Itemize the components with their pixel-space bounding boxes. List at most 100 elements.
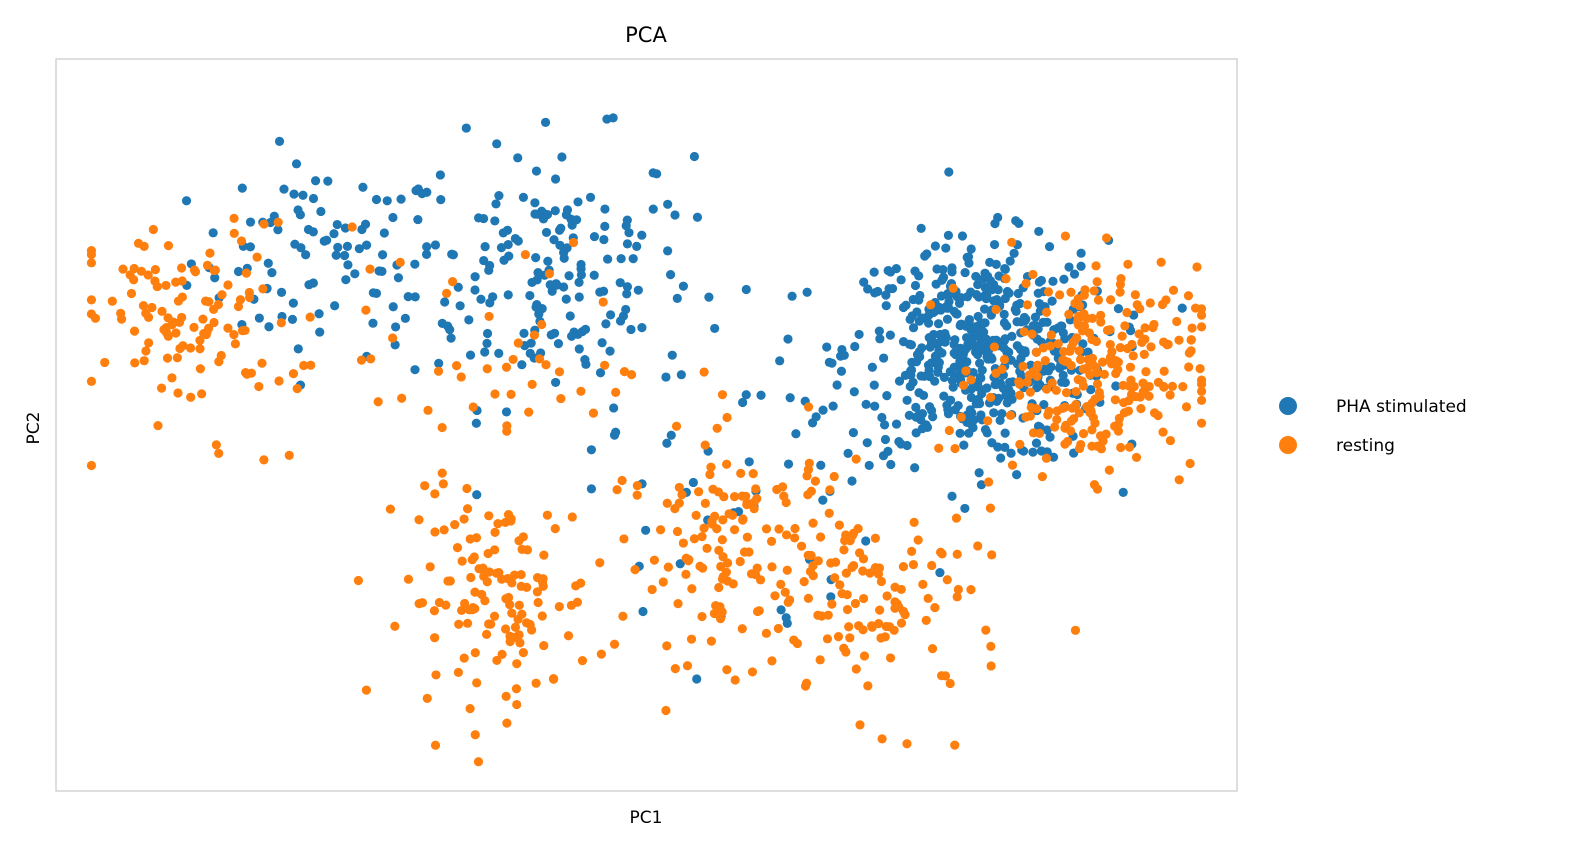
point-pha-stimulated xyxy=(360,219,371,229)
point-resting xyxy=(717,607,727,617)
point-resting xyxy=(161,323,171,333)
point-pha-stimulated xyxy=(949,348,959,358)
point-pha-stimulated xyxy=(941,243,951,253)
point-resting xyxy=(662,641,672,651)
point-pha-stimulated xyxy=(944,167,954,177)
legend-marker-pha-stimulated xyxy=(1279,397,1297,415)
point-resting xyxy=(805,566,816,577)
point-resting xyxy=(1158,427,1168,437)
point-resting xyxy=(1156,257,1166,267)
point-pha-stimulated xyxy=(443,321,453,331)
point-pha-stimulated xyxy=(974,468,984,478)
point-resting xyxy=(1116,442,1126,453)
point-pha-stimulated xyxy=(667,350,677,360)
point-pha-stimulated xyxy=(974,399,985,409)
point-resting xyxy=(801,678,812,688)
point-pha-stimulated xyxy=(782,618,792,628)
point-resting xyxy=(799,577,809,587)
point-resting xyxy=(431,670,441,680)
point-resting xyxy=(937,549,947,559)
point-pha-stimulated xyxy=(930,351,940,361)
point-pha-stimulated xyxy=(917,313,927,323)
point-resting xyxy=(532,587,542,597)
point-pha-stimulated xyxy=(377,250,388,260)
point-resting xyxy=(450,519,460,530)
point-pha-stimulated xyxy=(531,252,541,263)
point-pha-stimulated xyxy=(916,371,926,381)
point-resting xyxy=(554,602,564,612)
point-resting xyxy=(766,536,777,546)
point-pha-stimulated xyxy=(964,428,974,438)
point-resting xyxy=(462,483,472,494)
point-pha-stimulated xyxy=(440,297,450,307)
point-resting xyxy=(709,608,719,619)
point-resting xyxy=(689,534,700,544)
point-resting xyxy=(1130,290,1140,300)
point-resting xyxy=(1066,342,1077,352)
point-resting xyxy=(722,459,732,469)
point-pha-stimulated xyxy=(791,429,801,439)
point-pha-stimulated xyxy=(783,459,794,469)
point-pha-stimulated xyxy=(775,356,785,366)
point-pha-stimulated xyxy=(597,338,607,348)
point-pha-stimulated xyxy=(979,304,990,314)
point-resting xyxy=(1145,298,1155,308)
point-resting xyxy=(908,559,919,570)
point-resting xyxy=(716,561,726,572)
point-resting xyxy=(670,664,680,674)
point-resting xyxy=(942,575,952,585)
point-pha-stimulated xyxy=(622,282,633,292)
point-resting xyxy=(1196,310,1207,320)
point-pha-stimulated xyxy=(273,225,283,235)
point-resting xyxy=(851,664,861,674)
point-pha-stimulated xyxy=(1042,317,1052,327)
point-resting xyxy=(700,498,710,508)
point-resting xyxy=(698,563,708,573)
point-pha-stimulated xyxy=(434,358,444,369)
point-pha-stimulated xyxy=(1111,381,1121,391)
point-pha-stimulated xyxy=(314,309,324,319)
point-pha-stimulated xyxy=(756,390,766,400)
point-resting xyxy=(211,440,221,450)
point-resting xyxy=(699,523,709,533)
point-resting xyxy=(257,358,267,368)
point-pha-stimulated xyxy=(417,189,427,199)
point-resting xyxy=(1028,269,1038,280)
point-pha-stimulated xyxy=(1034,277,1044,287)
point-pha-stimulated xyxy=(943,409,954,419)
point-pha-stimulated xyxy=(274,136,285,147)
point-pha-stimulated xyxy=(968,367,978,378)
point-resting xyxy=(649,555,660,565)
point-resting xyxy=(1078,364,1088,374)
point-resting xyxy=(403,574,414,584)
point-resting xyxy=(755,575,766,585)
point-pha-stimulated xyxy=(911,402,921,412)
points-layer xyxy=(86,113,1207,767)
point-resting xyxy=(848,528,859,538)
point-pha-stimulated xyxy=(245,217,256,227)
point-pha-stimulated xyxy=(589,270,599,280)
point-pha-stimulated xyxy=(549,235,559,245)
point-resting xyxy=(1052,406,1062,416)
point-resting xyxy=(138,300,149,311)
point-pha-stimulated xyxy=(1000,264,1010,274)
point-pha-stimulated xyxy=(1012,341,1022,351)
point-pha-stimulated xyxy=(878,451,889,461)
point-pha-stimulated xyxy=(861,536,871,546)
point-resting xyxy=(86,295,97,305)
point-pha-stimulated xyxy=(525,290,535,301)
point-resting xyxy=(705,469,715,480)
point-resting xyxy=(1196,395,1207,405)
point-resting xyxy=(870,563,881,573)
point-resting xyxy=(1196,379,1207,389)
point-pha-stimulated xyxy=(929,329,939,340)
point-resting xyxy=(240,368,251,378)
point-resting xyxy=(1031,404,1042,414)
point-pha-stimulated xyxy=(464,315,474,325)
point-resting xyxy=(817,611,827,621)
point-pha-stimulated xyxy=(822,342,832,352)
point-pha-stimulated xyxy=(1044,241,1055,252)
point-resting xyxy=(699,367,709,377)
point-pha-stimulated xyxy=(308,227,318,237)
point-resting xyxy=(835,580,845,590)
